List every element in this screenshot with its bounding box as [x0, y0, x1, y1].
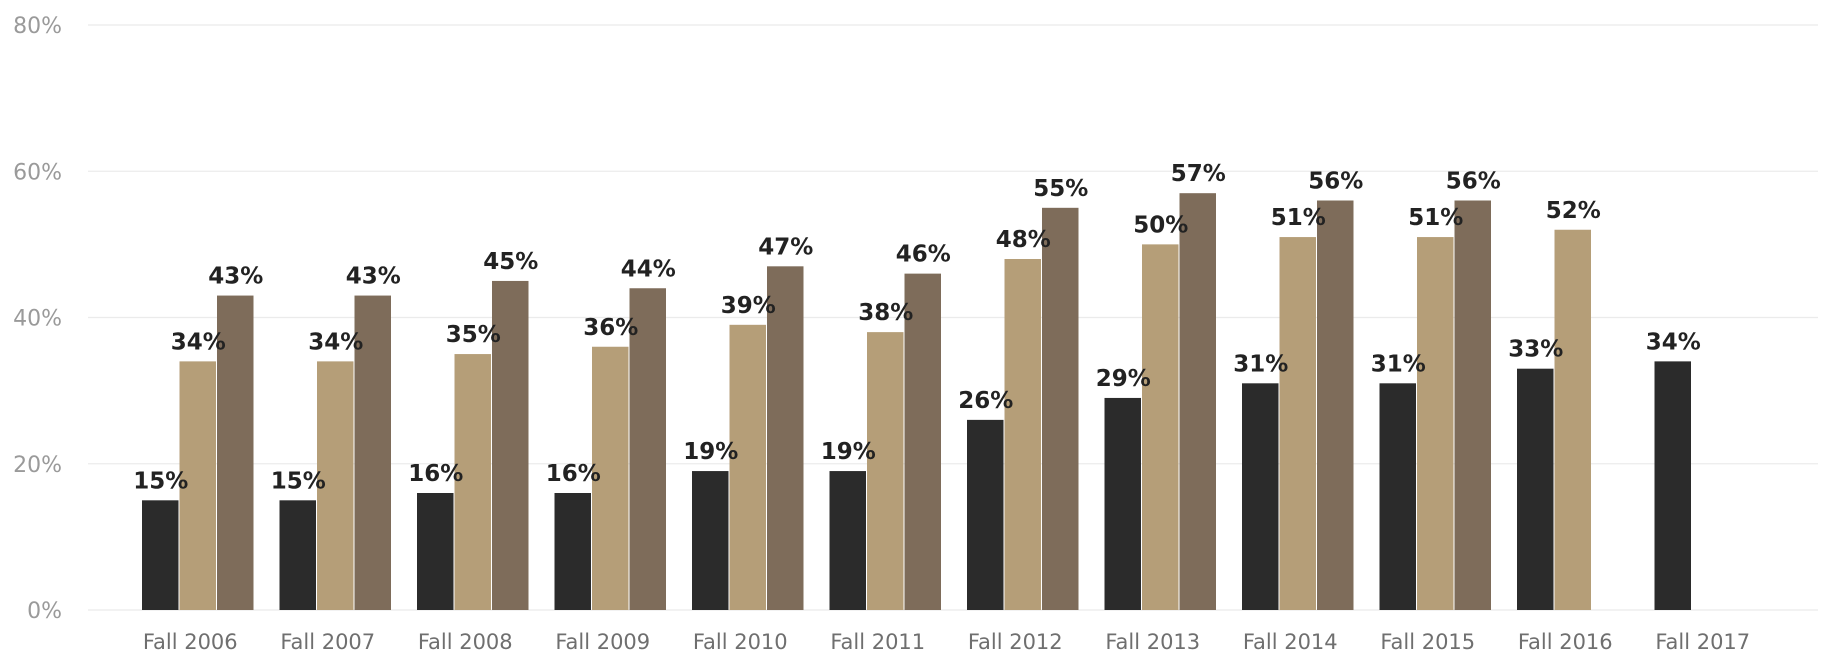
data-label: 34% [308, 329, 363, 355]
y-axis-ticks: 0% 20% 40% 60% 80% [13, 14, 62, 624]
data-label: 55% [1033, 176, 1088, 202]
data-label: 36% [583, 315, 638, 341]
y-tick-label: 20% [13, 453, 62, 478]
bar [1279, 237, 1316, 610]
bar [629, 288, 666, 610]
data-label: 51% [1271, 205, 1326, 231]
bar [317, 361, 354, 610]
bars [142, 193, 1691, 610]
bar [554, 493, 591, 610]
data-label: 15% [133, 468, 188, 494]
x-tick-label: Fall 2011 [830, 630, 925, 654]
bar [967, 419, 1004, 610]
bar [1554, 229, 1591, 610]
bar [417, 493, 454, 610]
bar [279, 500, 316, 610]
bar [1042, 207, 1079, 610]
bar [867, 332, 904, 610]
data-label: 16% [546, 461, 601, 487]
bar [1242, 383, 1279, 610]
data-label: 16% [408, 461, 463, 487]
data-label: 56% [1446, 169, 1501, 195]
data-label: 29% [1096, 366, 1151, 392]
data-label: 45% [483, 249, 538, 275]
data-label: 44% [621, 256, 676, 282]
x-tick-label: Fall 2009 [555, 630, 650, 654]
data-label: 52% [1546, 198, 1601, 224]
x-tick-label: Fall 2015 [1380, 630, 1475, 654]
bar [1004, 259, 1041, 610]
data-label: 51% [1408, 205, 1463, 231]
bar [1142, 244, 1179, 610]
data-label: 33% [1508, 337, 1563, 363]
bar [1317, 200, 1354, 610]
x-axis-ticks: Fall 2006 Fall 2007 Fall 2008 Fall 2009 Fall… [143, 630, 1750, 654]
data-label: 57% [1171, 161, 1226, 187]
bar [592, 346, 629, 610]
x-tick-label: Fall 2016 [1518, 630, 1613, 654]
data-label: 50% [1133, 212, 1188, 238]
data-label: 26% [958, 388, 1013, 414]
bar [142, 500, 179, 610]
bar [692, 471, 729, 610]
data-label: 46% [896, 242, 951, 268]
data-label: 19% [821, 439, 876, 465]
data-label: 31% [1233, 351, 1288, 377]
data-label: 38% [858, 300, 913, 326]
data-label: 56% [1308, 169, 1363, 195]
data-label: 39% [721, 293, 776, 319]
data-label: 43% [346, 264, 401, 290]
bar [729, 324, 766, 610]
data-labels: 15% 34% 43% 15% 34% 43% 16% 35% 45% 16% 36% 44% 19% 3… [133, 161, 1701, 494]
x-tick-label: Fall 2012 [968, 630, 1063, 654]
x-tick-label: Fall 2010 [693, 630, 788, 654]
bar [179, 361, 216, 610]
bar [492, 280, 529, 610]
x-tick-label: Fall 2006 [143, 630, 238, 654]
bar [217, 295, 254, 610]
bar [1379, 383, 1416, 610]
bar [904, 273, 941, 610]
bar [1654, 361, 1691, 610]
bar [829, 471, 866, 610]
bar [1179, 193, 1216, 610]
data-label: 47% [758, 234, 813, 260]
data-label: 15% [271, 468, 326, 494]
bar [1454, 200, 1491, 610]
x-tick-label: Fall 2008 [418, 630, 513, 654]
data-label: 34% [1646, 329, 1701, 355]
data-label: 19% [683, 439, 738, 465]
bar [354, 295, 391, 610]
data-label: 35% [446, 322, 501, 348]
y-tick-label: 0% [27, 599, 62, 624]
x-tick-label: Fall 2014 [1243, 630, 1338, 654]
x-tick-label: Fall 2017 [1655, 630, 1750, 654]
data-label: 31% [1371, 351, 1426, 377]
bar [454, 354, 491, 610]
data-label: 34% [171, 329, 226, 355]
x-tick-label: Fall 2013 [1105, 630, 1200, 654]
data-label: 43% [208, 264, 263, 290]
bar [1517, 368, 1554, 610]
bar [767, 266, 804, 610]
bar [1417, 237, 1454, 610]
y-tick-label: 40% [13, 307, 62, 332]
bar [1104, 397, 1141, 610]
x-tick-label: Fall 2007 [280, 630, 375, 654]
data-label: 48% [996, 227, 1051, 253]
y-tick-label: 60% [13, 160, 62, 185]
y-tick-label: 80% [13, 14, 62, 39]
